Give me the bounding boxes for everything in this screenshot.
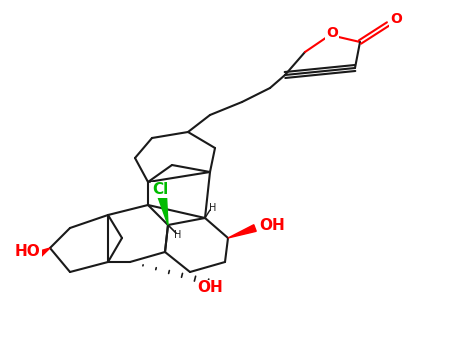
- Text: OH: OH: [259, 217, 285, 232]
- Polygon shape: [157, 194, 168, 225]
- Polygon shape: [36, 248, 50, 258]
- Text: O: O: [390, 12, 402, 26]
- Text: OH: OH: [197, 280, 223, 295]
- Text: Cl: Cl: [152, 182, 168, 197]
- Text: H: H: [209, 203, 217, 213]
- Text: HO: HO: [15, 245, 41, 259]
- Text: O: O: [326, 26, 338, 40]
- Text: H: H: [174, 230, 182, 240]
- Polygon shape: [228, 225, 256, 238]
